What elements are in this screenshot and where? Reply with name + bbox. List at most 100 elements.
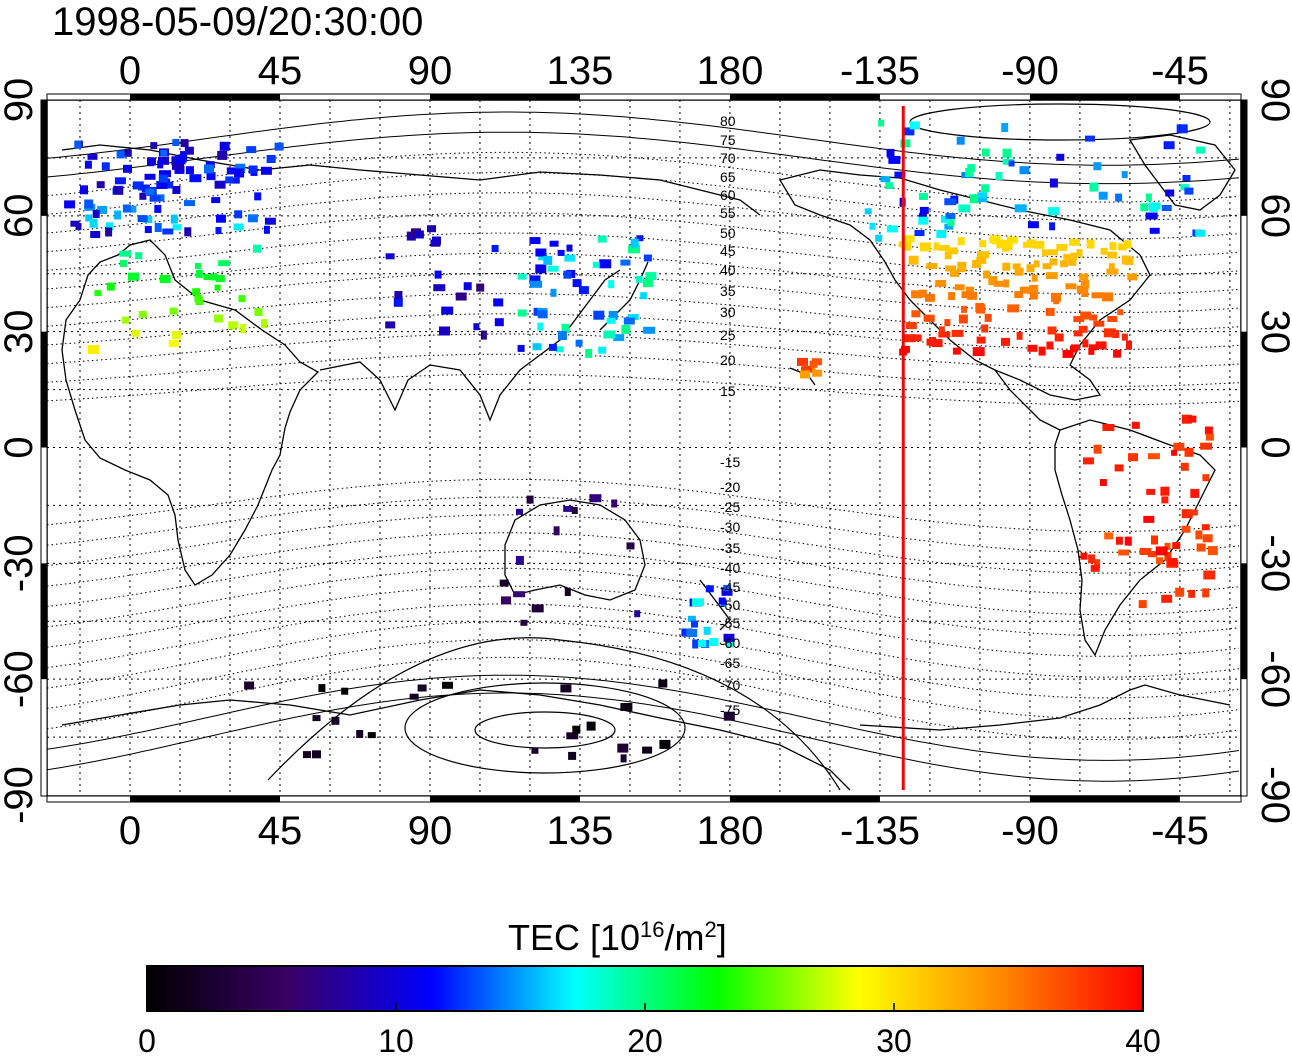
lat-tick-right: 60 [1253, 194, 1292, 239]
tec-point [958, 314, 968, 324]
tec-point [1128, 453, 1138, 462]
tec-point [978, 196, 988, 203]
tec-point [1149, 204, 1159, 212]
lat-tick-right: 30 [1253, 309, 1292, 354]
contour-label: 50 [720, 225, 736, 241]
lat-tick-right: 0 [1253, 436, 1292, 458]
tec-point [888, 155, 901, 164]
tec-point [564, 254, 576, 262]
tec-point [1007, 304, 1020, 313]
tec-point [1056, 243, 1068, 251]
lat-tick-right: -30 [1253, 534, 1292, 592]
tec-point [529, 275, 541, 285]
tec-point [1095, 341, 1107, 350]
tec-point [114, 210, 122, 220]
tec-point [1145, 212, 1158, 220]
lon-tick-bottom: -45 [1151, 809, 1209, 853]
tec-point [597, 235, 607, 243]
tec-point [203, 274, 213, 281]
coastline-4 [504, 499, 646, 601]
frame-right-band [1240, 99, 1248, 797]
tec-point [1184, 447, 1194, 457]
tec-point [1172, 542, 1181, 550]
tec-point [1049, 258, 1058, 266]
tec-point [628, 245, 641, 254]
tec-point [1054, 333, 1064, 342]
tec-point [1088, 344, 1097, 351]
tec-point [1180, 184, 1190, 191]
tec-point [961, 305, 967, 313]
tec-point [585, 348, 593, 358]
colorbar-tick-label: 20 [627, 1023, 663, 1057]
tec-point [703, 626, 711, 635]
tec-point [1140, 203, 1149, 212]
contour-label: -45 [720, 579, 740, 595]
tec-point [1207, 546, 1218, 556]
tec-point [234, 168, 245, 178]
tec-point [215, 275, 225, 283]
tec-point [1029, 285, 1039, 293]
tec-point [691, 598, 704, 607]
tec-point [944, 198, 957, 206]
tec-point [74, 140, 82, 149]
tec-point [909, 121, 920, 130]
tec-point [1045, 272, 1058, 280]
tec-point [1204, 426, 1213, 435]
tec-point [723, 584, 732, 591]
tec-point [1117, 309, 1124, 316]
lon-tick-top: -45 [1151, 49, 1209, 93]
tec-point [894, 171, 906, 178]
tec-point [393, 297, 403, 307]
tec-point [144, 173, 156, 180]
tec-point [969, 194, 979, 204]
tec-point [1127, 273, 1138, 281]
tec-point [1019, 166, 1030, 175]
tec-point [1126, 340, 1132, 350]
tec-point [171, 331, 181, 339]
tec-point [529, 237, 541, 245]
tec-point [1082, 339, 1089, 348]
tec-point [965, 168, 974, 177]
tec-point [105, 227, 113, 237]
tec-point [141, 184, 150, 193]
tec-point [1145, 193, 1152, 202]
tec-point [698, 640, 707, 647]
tec-point [1118, 549, 1130, 556]
tec-point [1029, 292, 1038, 300]
tec-point [1079, 273, 1089, 281]
tec-point [234, 210, 243, 219]
tec-point [491, 245, 499, 252]
tec-point [603, 330, 616, 339]
tec-point [919, 193, 928, 200]
tec-point [157, 160, 164, 169]
tec-point [1182, 175, 1191, 181]
lon-tick-top: -135 [840, 49, 920, 93]
lon-tick-bottom: 135 [547, 809, 614, 853]
tec-point [1146, 488, 1156, 495]
coastline-11 [859, 684, 1231, 731]
tec-point [553, 526, 560, 536]
tec-point [1080, 311, 1092, 320]
tec-point [120, 260, 127, 267]
tec-point [563, 270, 572, 279]
tec-point [925, 293, 935, 302]
tec-point [933, 242, 940, 251]
tec-point [1093, 444, 1102, 454]
tec-point [606, 317, 616, 324]
tec-point [439, 326, 450, 336]
tec-point [1093, 162, 1102, 171]
tec-point [1076, 285, 1088, 294]
tec-point [911, 334, 922, 342]
contour-label: 35 [720, 283, 736, 299]
tec-point [911, 290, 923, 299]
tec-point [1147, 551, 1157, 558]
tec-point [801, 366, 812, 373]
tec-point [1190, 488, 1200, 498]
contour-label: 60 [720, 187, 736, 203]
tec-point [564, 588, 571, 596]
contour-label: 30 [720, 304, 736, 320]
tec-point [1108, 263, 1115, 271]
lat-tick-left: -30 [0, 534, 41, 592]
tec-point [159, 170, 171, 178]
tec-point [80, 185, 88, 195]
